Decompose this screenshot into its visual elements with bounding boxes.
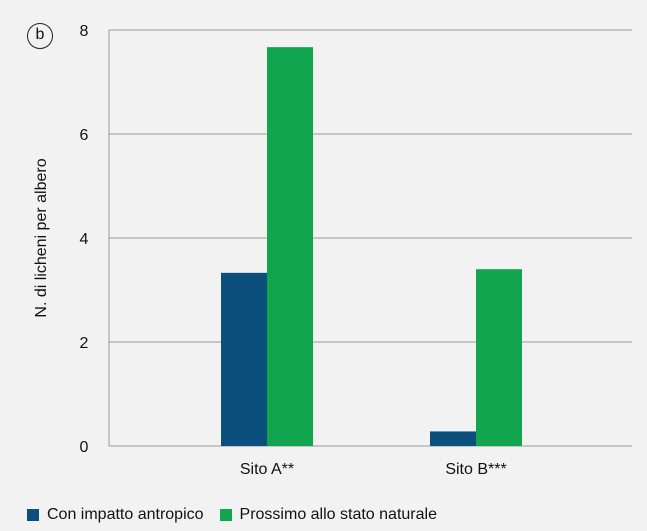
bar-series-0 [221, 272, 267, 446]
y-tick-label: 2 [80, 335, 89, 352]
legend-item-series-0: Con impatto antropico [27, 506, 204, 524]
chart-legend: Con impatto antropico Prossimo allo stat… [27, 506, 453, 524]
legend-label: Con impatto antropico [47, 506, 204, 523]
legend-label: Prossimo allo stato naturale [239, 506, 437, 523]
legend-swatch [27, 509, 39, 521]
panel-label-badge: b [27, 23, 53, 49]
y-axis-label: N. di licheni per albero [33, 158, 50, 317]
x-tick-label: Sito A** [240, 461, 294, 478]
bar-series-1 [267, 47, 313, 446]
bar-series-0 [430, 431, 476, 446]
x-tick-label: Sito B*** [445, 461, 506, 478]
y-tick-label: 4 [80, 231, 89, 248]
y-tick-label: 8 [80, 23, 89, 40]
y-tick-label: 6 [80, 127, 89, 144]
y-tick-label: 0 [80, 439, 89, 456]
bar-series-1 [476, 269, 522, 446]
legend-swatch [219, 509, 232, 521]
legend-item-series-1: Prossimo allo stato naturale [219, 506, 437, 524]
